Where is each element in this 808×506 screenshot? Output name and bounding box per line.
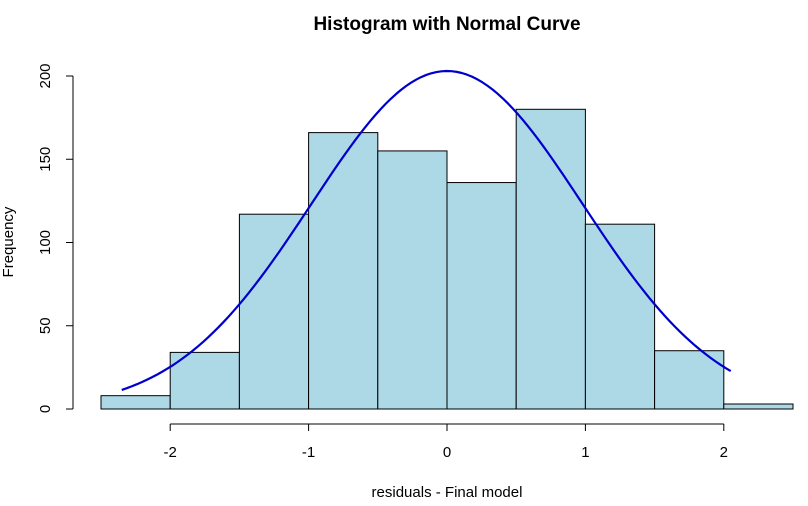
histogram-bar [723, 403, 794, 410]
y-tick-label: 100 [37, 230, 54, 255]
histogram-bar [515, 108, 586, 410]
y-axis-label: Frequency [0, 206, 17, 277]
y-tick-label: 150 [37, 147, 54, 172]
histogram-bar [100, 395, 171, 410]
histogram-bar [584, 223, 656, 410]
x-tick-label: 2 [720, 444, 728, 461]
histogram-bar [169, 351, 240, 410]
bars-layer [100, 108, 794, 410]
x-axis-label: residuals - Final model [372, 484, 523, 501]
histogram-bar [308, 132, 379, 410]
axes-layer: -2 -1 0 1 2 0 50 100 150 200 [37, 63, 728, 461]
histogram-bar [377, 150, 448, 410]
y-tick-label: 0 [37, 405, 54, 413]
x-tick-label: -2 [164, 444, 177, 461]
x-tick-label: 0 [443, 444, 451, 461]
histogram-bar [446, 182, 517, 410]
x-tick-label: -1 [302, 444, 315, 461]
chart-title: Histogram with Normal Curve [313, 14, 580, 35]
histogram-bar [654, 350, 725, 410]
x-tick-label: 1 [581, 444, 589, 461]
y-tick-label: 50 [37, 317, 54, 334]
curve-layer [121, 69, 732, 391]
y-tick-label: 200 [37, 63, 54, 88]
histogram-bar [238, 213, 310, 410]
normal-curve-line [121, 69, 732, 391]
